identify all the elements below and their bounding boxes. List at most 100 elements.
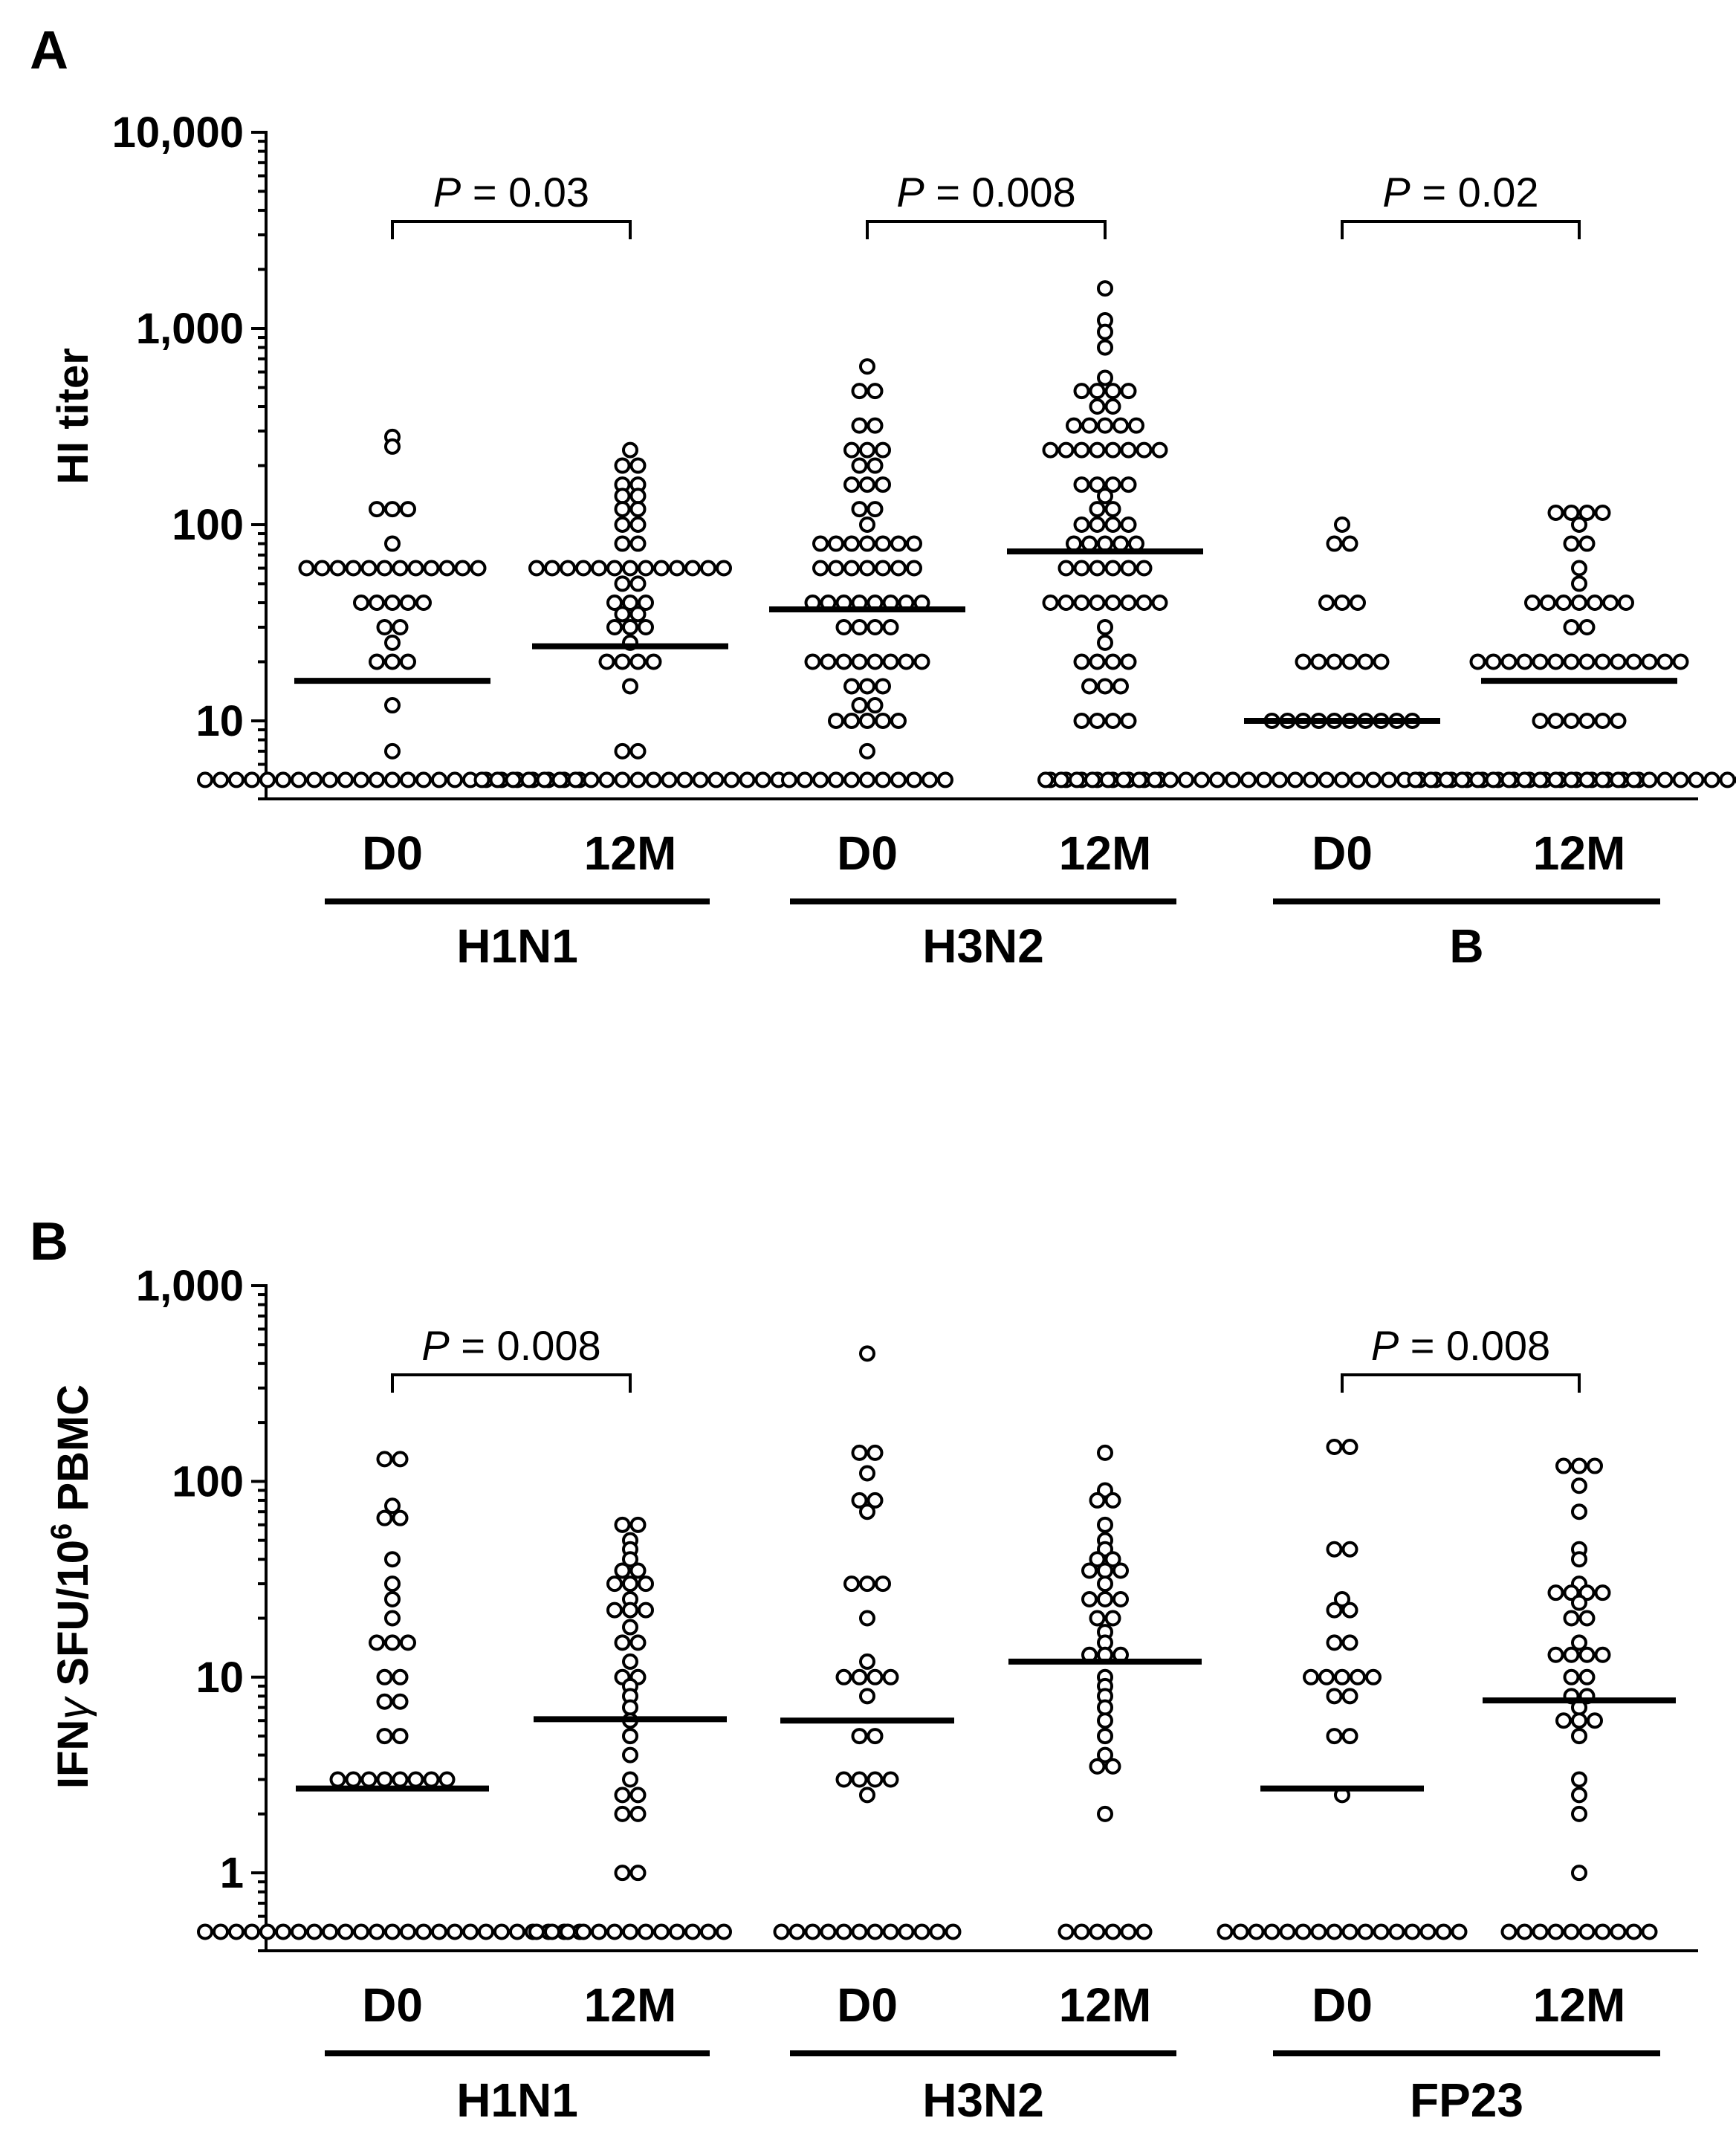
data-point [875, 678, 891, 695]
data-point [462, 1923, 479, 1940]
data-point [1334, 516, 1350, 533]
data-point [1112, 535, 1129, 552]
data-point [1719, 771, 1736, 788]
data-point [1097, 323, 1113, 340]
data-point [1089, 476, 1106, 493]
data-point [1469, 653, 1486, 670]
data-point [867, 1771, 884, 1788]
data-point [629, 516, 647, 533]
data-point [415, 595, 432, 612]
data-point [1373, 1923, 1390, 1940]
data-point [851, 1444, 868, 1461]
data-point [1120, 441, 1137, 459]
data-point [1272, 771, 1288, 788]
data-point [376, 1693, 393, 1710]
data-point [645, 653, 662, 670]
data-point [882, 1923, 899, 1940]
data-point [1120, 476, 1137, 493]
data-point [1594, 1646, 1611, 1663]
category-label: D0 [362, 826, 423, 880]
data-point [1578, 771, 1596, 788]
data-point [1097, 488, 1113, 505]
data-point [1058, 560, 1075, 577]
data-point [1594, 712, 1611, 729]
category-label: 12M [1059, 1978, 1152, 2032]
data-point [1532, 712, 1549, 729]
data-point [723, 771, 740, 788]
data-point [890, 535, 907, 552]
data-point [629, 488, 647, 505]
data-point [345, 560, 362, 577]
data-point [859, 1503, 875, 1520]
data-point [353, 595, 369, 612]
data-point [859, 1575, 875, 1593]
data-point [1341, 1923, 1358, 1940]
data-point [1112, 1562, 1129, 1579]
data-point [1097, 1712, 1113, 1729]
category-label: 12M [584, 1978, 677, 2032]
data-point [1594, 1923, 1611, 1940]
data-point [1104, 1758, 1121, 1775]
data-point [1547, 653, 1564, 670]
data-point [1097, 1746, 1113, 1764]
data-point [431, 1923, 447, 1940]
data-point [1334, 771, 1350, 788]
data-point [360, 560, 378, 577]
data-point [1151, 441, 1168, 459]
data-point [859, 441, 875, 459]
data-point [828, 771, 844, 788]
data-point [384, 501, 401, 518]
data-point [1178, 771, 1194, 788]
data-point [1112, 678, 1129, 695]
data-point [851, 618, 868, 635]
data-point [716, 560, 732, 577]
data-point [259, 1923, 276, 1940]
data-point [700, 1923, 716, 1940]
data-point [536, 771, 553, 788]
data-point [859, 476, 875, 493]
data-point [1594, 1584, 1611, 1601]
data-point [400, 1923, 416, 1940]
data-point [1073, 383, 1090, 400]
data-point [1089, 516, 1106, 533]
data-point [1341, 653, 1358, 670]
data-point [384, 1590, 401, 1607]
data-point [1419, 1923, 1437, 1940]
data-point [197, 771, 213, 788]
data-point [1563, 1923, 1580, 1940]
data-point [867, 417, 884, 434]
data-point [1485, 771, 1502, 788]
ylabel-sfu: SFU/10 [49, 1540, 97, 1698]
data-point [1532, 771, 1549, 788]
data-point [1151, 595, 1168, 612]
data-point [376, 618, 393, 635]
data-point [1097, 1575, 1113, 1593]
data-point [1104, 516, 1121, 533]
group-label: B [1449, 919, 1483, 973]
data-point [1672, 771, 1689, 788]
data-point [1217, 1923, 1234, 1940]
data-point [835, 653, 852, 670]
data-point [392, 1693, 409, 1710]
data-point [1073, 441, 1090, 459]
data-point [1625, 1923, 1642, 1940]
data-point [614, 516, 631, 533]
data-point [505, 771, 522, 788]
data-point [1303, 771, 1319, 788]
data-point [1089, 653, 1106, 670]
data-point [392, 1771, 409, 1788]
data-point [244, 771, 260, 788]
data-point [1069, 771, 1085, 788]
data-point [1097, 618, 1113, 635]
y-tick-label: 10 [195, 1654, 244, 1702]
data-point [1073, 712, 1090, 729]
data-point [859, 742, 875, 760]
data-point [606, 595, 623, 612]
data-point [1073, 653, 1090, 670]
data-point [820, 1923, 837, 1940]
data-point [1563, 535, 1580, 552]
data-point [1136, 595, 1153, 612]
data-point [875, 441, 891, 459]
data-point [1610, 712, 1627, 729]
data-point [614, 1865, 631, 1882]
